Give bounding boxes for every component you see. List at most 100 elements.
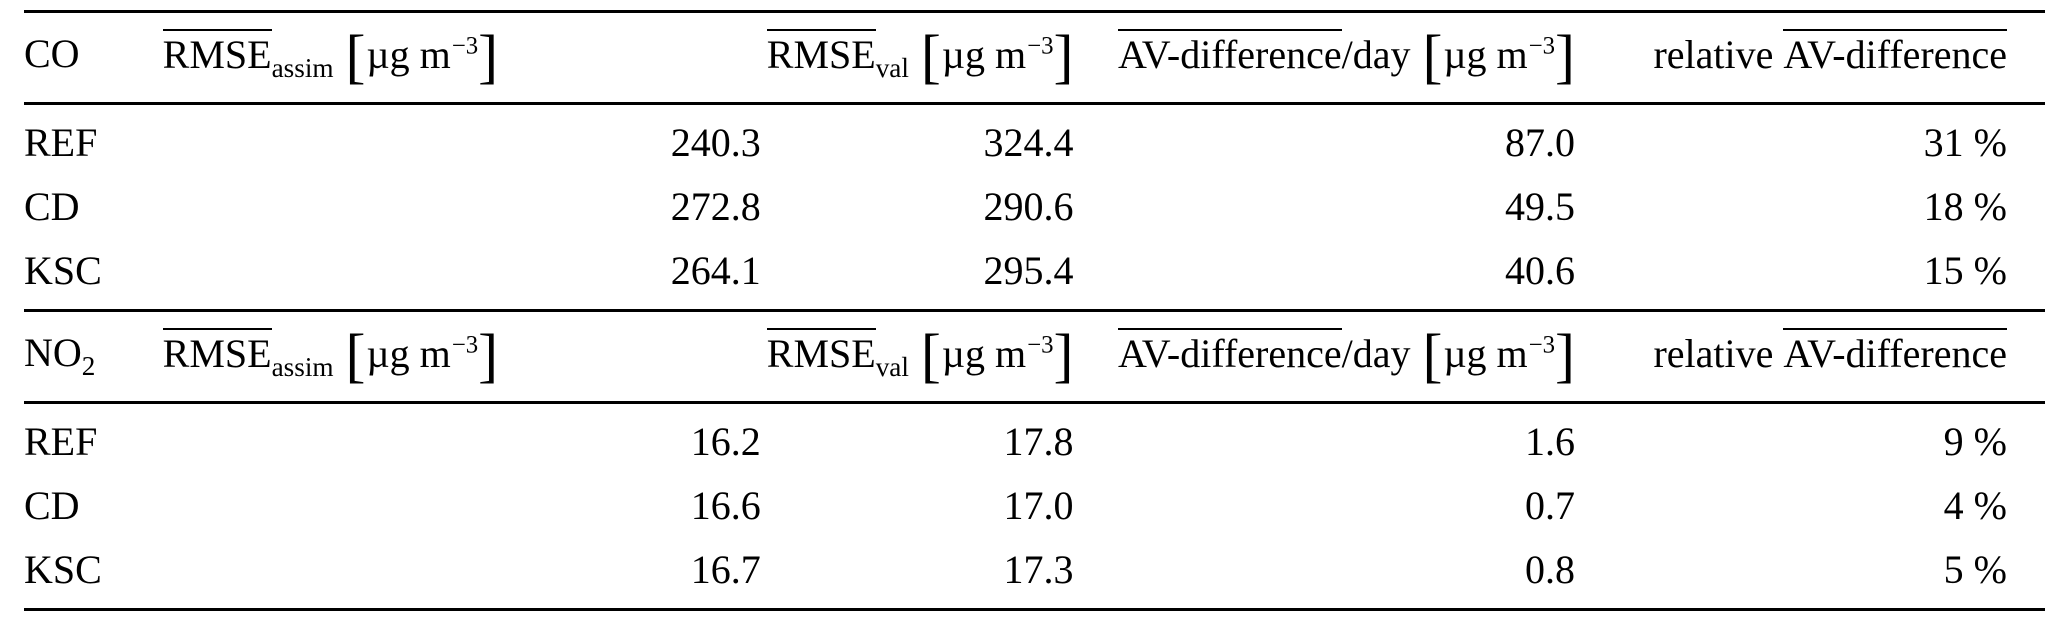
col-header-relative-av-difference: relative AV-difference [1593,12,2045,104]
unit-group: [µg m−3] [346,26,499,86]
rmse-overline: RMSE [766,29,876,76]
table-row: KSC 264.1 295.4 40.6 15 % [24,239,2045,311]
av-difference-overline: AV-difference [1117,328,1342,375]
col-header-rmse-val: RMSEval [µg m−3] [766,12,1080,104]
col-header-rmse-assim: RMSEassim [µg m−3] [162,12,767,104]
gas-label-no2: NO2 [24,311,163,403]
left-bracket: [ [1422,322,1443,389]
right-bracket: ] [1053,322,1074,389]
gas-label-text: CO [24,30,80,76]
right-bracket: ] [1555,23,1576,90]
co-header-row: CO RMSEassim [µg m−3] RMSEval [µg m−3] AV-… [24,12,2045,104]
row-label: CD [24,483,80,528]
rmse-assim-value: 16.7 [690,547,761,592]
relative-av-difference-value: 4 % [1943,483,2007,528]
left-bracket: [ [920,322,941,389]
unit-group: [µg m−3] [1423,26,1576,86]
co-section: CO RMSEassim [µg m−3] RMSEval [µg m−3] AV-… [24,12,2045,311]
left-bracket: [ [920,23,941,90]
rmse-assim-value: 16.6 [690,483,761,528]
row-label: CD [24,184,80,229]
unit-exponent: −3 [1528,32,1556,60]
rmse-overline: RMSE [162,328,272,375]
av-difference-value: 0.8 [1525,547,1576,592]
relative-av-difference-value: 31 % [1923,120,2007,165]
rmse-assim-subscript: assim [271,352,334,382]
left-bracket: [ [1422,23,1443,90]
rmse-val-value: 290.6 [983,184,1074,229]
unit-text: µg m [941,32,1027,77]
rmse-val-value: 295.4 [983,248,1074,293]
unit-text: µg m [366,331,451,376]
unit-exponent: −3 [1027,331,1054,359]
rmse-val-value: 17.0 [1003,483,1074,528]
unit-group: [µg m−3] [346,325,499,385]
row-label: REF [24,120,98,165]
per-day-suffix: /day [1341,32,1411,77]
table-row: REF 240.3 324.4 87.0 31 % [24,104,2045,176]
rmse-val-subscript: val [875,53,909,83]
gas-label-subscript: 2 [81,350,96,381]
right-bracket: ] [478,23,499,90]
relative-av-difference-value: 5 % [1943,547,2007,592]
unit-exponent: −3 [451,32,479,60]
unit-exponent: −3 [451,331,479,359]
rmse-assim-value: 16.2 [690,419,761,464]
results-table: CO RMSEassim [µg m−3] RMSEval [µg m−3] AV-… [24,10,2045,611]
per-day-suffix: /day [1341,331,1411,376]
unit-exponent: −3 [1027,32,1054,60]
table-row: CD 16.6 17.0 0.7 4 % [24,474,2045,538]
av-difference-value: 87.0 [1505,120,1576,165]
gas-label-co: CO [24,12,163,104]
col-header-av-difference: AV-difference/day [µg m−3] [1079,12,1593,104]
gas-label-text: NO [24,329,82,375]
rmse-overline: RMSE [766,328,876,375]
rmse-assim-value: 240.3 [670,120,761,165]
row-label: REF [24,419,98,464]
col-header-rmse-assim: RMSEassim [µg m−3] [162,311,767,403]
unit-text: µg m [941,331,1027,376]
row-label: KSC [24,547,102,592]
col-header-rmse-val: RMSEval [µg m−3] [766,311,1080,403]
row-label: KSC [24,248,102,293]
av-difference-value: 40.6 [1505,248,1576,293]
rmse-assim-value: 264.1 [670,248,761,293]
right-bracket: ] [1555,322,1576,389]
unit-exponent: −3 [1528,331,1556,359]
relative-av-difference-value: 15 % [1923,248,2007,293]
unit-text: µg m [1443,32,1528,77]
relative-prefix: relative [1653,331,1774,376]
unit-group: [µg m−3] [1423,325,1576,385]
unit-text: µg m [1443,331,1528,376]
col-header-relative-av-difference: relative AV-difference [1593,311,2045,403]
relative-av-difference-value: 9 % [1943,419,2007,464]
av-difference-value: 49.5 [1505,184,1576,229]
rmse-overline: RMSE [162,29,272,76]
rmse-assim-subscript: assim [271,53,334,83]
col-header-av-difference: AV-difference/day [µg m−3] [1079,311,1593,403]
right-bracket: ] [478,322,499,389]
table-row: KSC 16.7 17.3 0.8 5 % [24,538,2045,610]
right-bracket: ] [1053,23,1074,90]
relative-prefix: relative [1653,32,1774,77]
unit-text: µg m [366,32,451,77]
rmse-val-subscript: val [875,352,909,382]
table-row: CD 272.8 290.6 49.5 18 % [24,175,2045,239]
av-difference-overline: AV-difference [1783,328,2007,375]
av-difference-value: 0.7 [1525,483,1576,528]
table-row: REF 16.2 17.8 1.6 9 % [24,403,2045,475]
no2-header-row: NO2 RMSEassim [µg m−3] RMSEval [µg m−3] AV… [24,310,2045,403]
unit-group: [µg m−3] [921,26,1074,86]
av-difference-value: 1.6 [1525,419,1576,464]
rmse-val-value: 324.4 [983,120,1074,165]
rmse-val-value: 17.8 [1003,419,1074,464]
unit-group: [µg m−3] [921,325,1074,385]
left-bracket: [ [345,322,366,389]
av-difference-overline: AV-difference [1783,29,2007,76]
left-bracket: [ [345,23,366,90]
rmse-val-value: 17.3 [1003,547,1074,592]
rmse-assim-value: 272.8 [670,184,761,229]
av-difference-overline: AV-difference [1117,29,1342,76]
no2-section: NO2 RMSEassim [µg m−3] RMSEval [µg m−3] AV… [24,310,2045,610]
